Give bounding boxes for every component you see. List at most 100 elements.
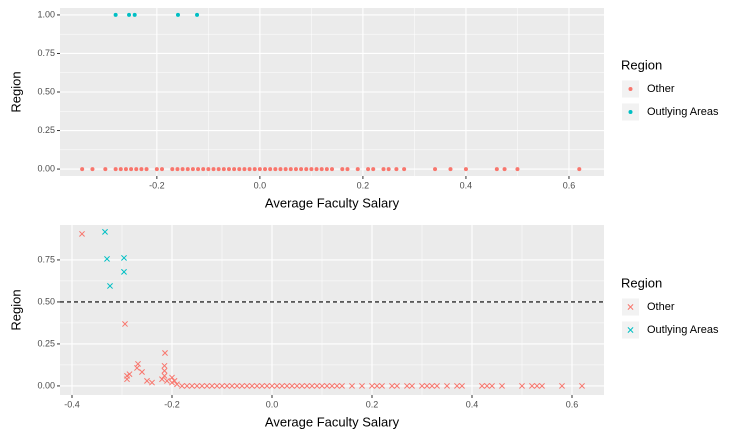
point — [190, 167, 195, 172]
point — [199, 382, 205, 389]
point — [529, 382, 535, 389]
point — [121, 254, 127, 261]
point — [229, 382, 235, 389]
point — [433, 167, 438, 172]
point — [194, 382, 200, 389]
point — [195, 12, 200, 17]
point — [239, 382, 245, 389]
y-tick-label: 0.75 — [37, 48, 55, 58]
point — [123, 167, 128, 172]
point — [174, 381, 180, 388]
point — [278, 167, 283, 172]
point — [127, 12, 132, 17]
point — [579, 382, 585, 389]
point — [113, 12, 118, 17]
point — [448, 167, 453, 172]
point — [515, 167, 520, 172]
y-tick-label: 0.75 — [37, 254, 55, 264]
point — [204, 382, 210, 389]
point — [104, 255, 110, 262]
legend-label: Other — [647, 301, 675, 313]
point — [288, 167, 293, 172]
point — [121, 268, 127, 275]
panel — [60, 225, 604, 395]
point — [324, 167, 329, 172]
point — [309, 167, 314, 172]
point — [124, 376, 130, 383]
x-axis-title: Average Faculty Salary — [265, 195, 400, 210]
y-tick-label: 0.00 — [37, 380, 55, 390]
point — [340, 167, 345, 172]
x-tick-label: 0.6 — [563, 180, 576, 190]
point — [294, 382, 300, 389]
point — [394, 167, 399, 172]
point — [219, 382, 225, 389]
point — [273, 167, 278, 172]
point — [284, 382, 290, 389]
point — [324, 382, 330, 389]
point — [479, 382, 485, 389]
point — [102, 228, 108, 235]
point — [139, 167, 144, 172]
point — [314, 167, 319, 172]
x-axis-title: Average Faculty Salary — [265, 414, 400, 429]
x-tick-label: 0.2 — [357, 180, 370, 190]
point — [309, 382, 315, 389]
point — [419, 382, 425, 389]
point — [170, 167, 175, 172]
point — [484, 382, 490, 389]
panel — [60, 8, 604, 176]
point — [269, 382, 275, 389]
point — [379, 382, 385, 389]
point — [134, 167, 139, 172]
point — [118, 167, 123, 172]
point — [489, 382, 495, 389]
point — [201, 167, 206, 172]
point — [185, 167, 190, 172]
x-tick-label: 0.6 — [566, 399, 579, 409]
point — [179, 382, 185, 389]
point — [304, 382, 310, 389]
point — [299, 382, 305, 389]
point — [159, 376, 165, 383]
point — [216, 167, 221, 172]
point — [196, 167, 201, 172]
x-tick-label: 0.2 — [366, 399, 379, 409]
point — [369, 382, 375, 389]
point — [206, 167, 211, 172]
y-axis-title: Region — [8, 71, 23, 112]
point — [314, 382, 320, 389]
point — [126, 371, 133, 378]
point — [627, 327, 634, 333]
point — [103, 167, 108, 172]
y-tick-label: 0.50 — [37, 86, 55, 96]
point — [184, 382, 190, 389]
point — [519, 382, 525, 389]
y-tick-label: 0.00 — [37, 163, 55, 173]
point — [226, 167, 231, 172]
point — [263, 167, 268, 172]
point — [627, 304, 634, 310]
point — [224, 382, 230, 389]
point — [79, 230, 85, 237]
x-tick-label: 0.0 — [254, 180, 267, 190]
legend-title: Region — [621, 57, 662, 72]
legend-title: Region — [621, 275, 662, 290]
point — [171, 377, 178, 384]
point — [329, 382, 335, 389]
point — [402, 167, 407, 172]
x-tick-label: -0.2 — [149, 180, 165, 190]
point — [161, 367, 168, 374]
point — [132, 12, 137, 17]
point — [164, 377, 170, 384]
point — [279, 382, 285, 389]
point — [175, 12, 180, 17]
point — [434, 382, 440, 389]
point — [144, 167, 149, 172]
point — [160, 167, 164, 172]
point — [534, 382, 540, 389]
y-axis-title: Region — [8, 289, 23, 330]
x-tick-label: 0.4 — [466, 399, 479, 409]
point — [355, 167, 360, 172]
point — [113, 167, 118, 172]
